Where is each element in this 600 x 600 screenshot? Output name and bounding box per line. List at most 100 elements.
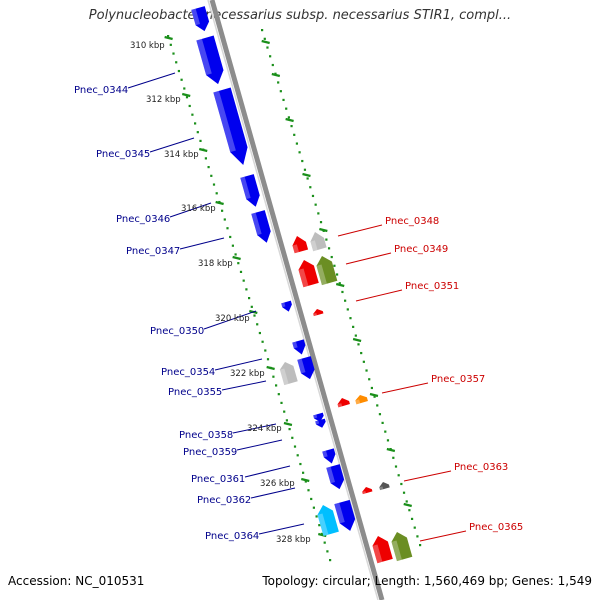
gene-pnec-0361[interactable] bbox=[322, 448, 336, 464]
right-track-dot bbox=[311, 194, 315, 198]
gene-label-left[interactable]: Pnec_0345 bbox=[96, 149, 150, 160]
left-track-dot bbox=[191, 113, 194, 116]
gene-pnec-0348b[interactable] bbox=[310, 232, 327, 252]
right-track-major-tick bbox=[285, 117, 294, 123]
left-track-dot bbox=[250, 305, 253, 308]
gene-label-right[interactable]: Pnec_0351 bbox=[405, 281, 459, 292]
right-track-dot bbox=[354, 334, 357, 337]
right-track-dot bbox=[325, 238, 328, 241]
gene-label-left[interactable]: Pnec_0364 bbox=[205, 531, 259, 542]
gene-pnec-0345[interactable] bbox=[213, 87, 248, 166]
right-track-dot bbox=[309, 186, 312, 189]
gene-pnec-0346[interactable] bbox=[240, 174, 260, 207]
right-track-dot bbox=[365, 369, 368, 372]
gene-pnec-0359[interactable] bbox=[315, 418, 326, 428]
scale-label: 326 kbp bbox=[260, 479, 295, 489]
gene-pnec-0347[interactable] bbox=[251, 210, 271, 243]
right-track-dot bbox=[357, 343, 360, 346]
right-track-dot bbox=[400, 482, 403, 486]
right-track-dot bbox=[263, 37, 266, 40]
gene-label-left[interactable]: Pnec_0359 bbox=[183, 447, 237, 458]
left-track-dot bbox=[215, 192, 218, 195]
gene-label-left[interactable]: Pnec_0361 bbox=[191, 474, 245, 485]
gene-pnec-0349[interactable] bbox=[298, 260, 319, 288]
left-track-dot bbox=[194, 122, 197, 125]
gene-pnec-0363[interactable] bbox=[362, 487, 373, 495]
right-track-dot bbox=[416, 535, 419, 538]
left-leader-line bbox=[236, 439, 283, 451]
left-track-dot bbox=[304, 480, 307, 483]
right-track-dot bbox=[333, 264, 336, 267]
left-track-dot bbox=[256, 323, 259, 326]
left-leader-line bbox=[244, 465, 291, 478]
gene-label-left[interactable]: Pnec_0358 bbox=[179, 430, 233, 441]
right-track-dot bbox=[381, 421, 384, 424]
right-track-dot bbox=[274, 72, 277, 75]
gene-label-right[interactable]: Pnec_0348 bbox=[385, 216, 439, 227]
gene-label-right[interactable]: Pnec_0349 bbox=[394, 244, 448, 255]
scale-label: 320 kbp bbox=[215, 314, 250, 324]
gene-label-left[interactable]: Pnec_0354 bbox=[161, 367, 215, 378]
gene-label-left[interactable]: Pnec_0355 bbox=[168, 387, 222, 398]
right-track-dot bbox=[319, 221, 323, 224]
right-track-major-tick bbox=[271, 72, 281, 78]
left-track-dot bbox=[204, 157, 207, 160]
left-track-dot bbox=[226, 227, 229, 230]
gene-pnec-0358[interactable] bbox=[313, 412, 324, 422]
right-track-dot bbox=[419, 544, 422, 547]
right-track-dot bbox=[408, 509, 411, 512]
left-track-dot bbox=[264, 349, 267, 352]
gene-pnec-0363b[interactable] bbox=[379, 482, 390, 491]
right-leader-line bbox=[345, 252, 392, 265]
gene-label-left[interactable]: Pnec_0346 bbox=[116, 214, 170, 225]
right-track-dot bbox=[413, 526, 416, 529]
left-track-dot bbox=[207, 166, 210, 169]
gene-pnec-0351[interactable] bbox=[313, 309, 324, 317]
gene-pnec-0364b[interactable] bbox=[317, 505, 339, 537]
right-track-dot bbox=[285, 107, 288, 110]
gene-pnec-0357[interactable] bbox=[337, 398, 350, 408]
gene-label-left[interactable]: Pnec_0344 bbox=[74, 85, 128, 96]
gene-pnec-0354b[interactable] bbox=[297, 356, 315, 380]
gene-pnec-0348[interactable] bbox=[292, 236, 309, 254]
gene-label-right[interactable]: Pnec_0363 bbox=[454, 462, 508, 473]
gene-pnec-0362[interactable] bbox=[326, 464, 345, 490]
gene-pnec-0365[interactable] bbox=[372, 536, 393, 564]
right-track-dot bbox=[277, 81, 280, 84]
right-track-major-tick bbox=[352, 337, 362, 343]
left-leader-line bbox=[232, 423, 277, 434]
left-track-dot bbox=[196, 131, 199, 134]
left-track-major-tick bbox=[181, 92, 191, 98]
scale-label: 318 kbp bbox=[198, 259, 233, 269]
gene-pnec-0349b[interactable] bbox=[316, 256, 338, 286]
gene-pnec-0355[interactable] bbox=[279, 362, 298, 386]
gene-pnec-0354[interactable] bbox=[292, 339, 306, 355]
right-track-dot bbox=[384, 430, 387, 433]
left-track-major-tick bbox=[215, 200, 224, 206]
gene-pnec-0343[interactable] bbox=[191, 6, 210, 32]
right-track-dot bbox=[344, 299, 347, 302]
right-track-dot bbox=[362, 360, 365, 363]
gene-label-right[interactable]: Pnec_0365 bbox=[469, 522, 523, 533]
left-track-dot bbox=[253, 314, 256, 317]
left-track-dot bbox=[280, 401, 283, 404]
left-track-dot bbox=[323, 541, 326, 544]
gene-pnec-0357b[interactable] bbox=[355, 395, 368, 405]
left-track-major-tick bbox=[164, 35, 173, 41]
left-track-dot bbox=[288, 428, 291, 431]
gene-pnec-0344[interactable] bbox=[196, 35, 224, 85]
gene-pnec-0350[interactable] bbox=[281, 300, 292, 312]
left-track-major-tick bbox=[266, 365, 275, 371]
right-track-dot bbox=[397, 474, 400, 477]
left-track-dot bbox=[175, 61, 178, 64]
gene-label-right[interactable]: Pnec_0357 bbox=[431, 374, 485, 385]
scale-label: 322 kbp bbox=[230, 369, 265, 379]
gene-label-left[interactable]: Pnec_0362 bbox=[197, 495, 251, 506]
gene-pnec-0365b[interactable] bbox=[391, 532, 413, 562]
gene-label-left[interactable]: Pnec_0350 bbox=[150, 326, 204, 337]
left-track-dot bbox=[167, 35, 170, 38]
right-track-dot bbox=[386, 439, 390, 442]
gene-pnec-0364[interactable] bbox=[334, 499, 356, 531]
gene-label-left[interactable]: Pnec_0347 bbox=[126, 246, 180, 257]
right-track-dot bbox=[376, 404, 379, 407]
